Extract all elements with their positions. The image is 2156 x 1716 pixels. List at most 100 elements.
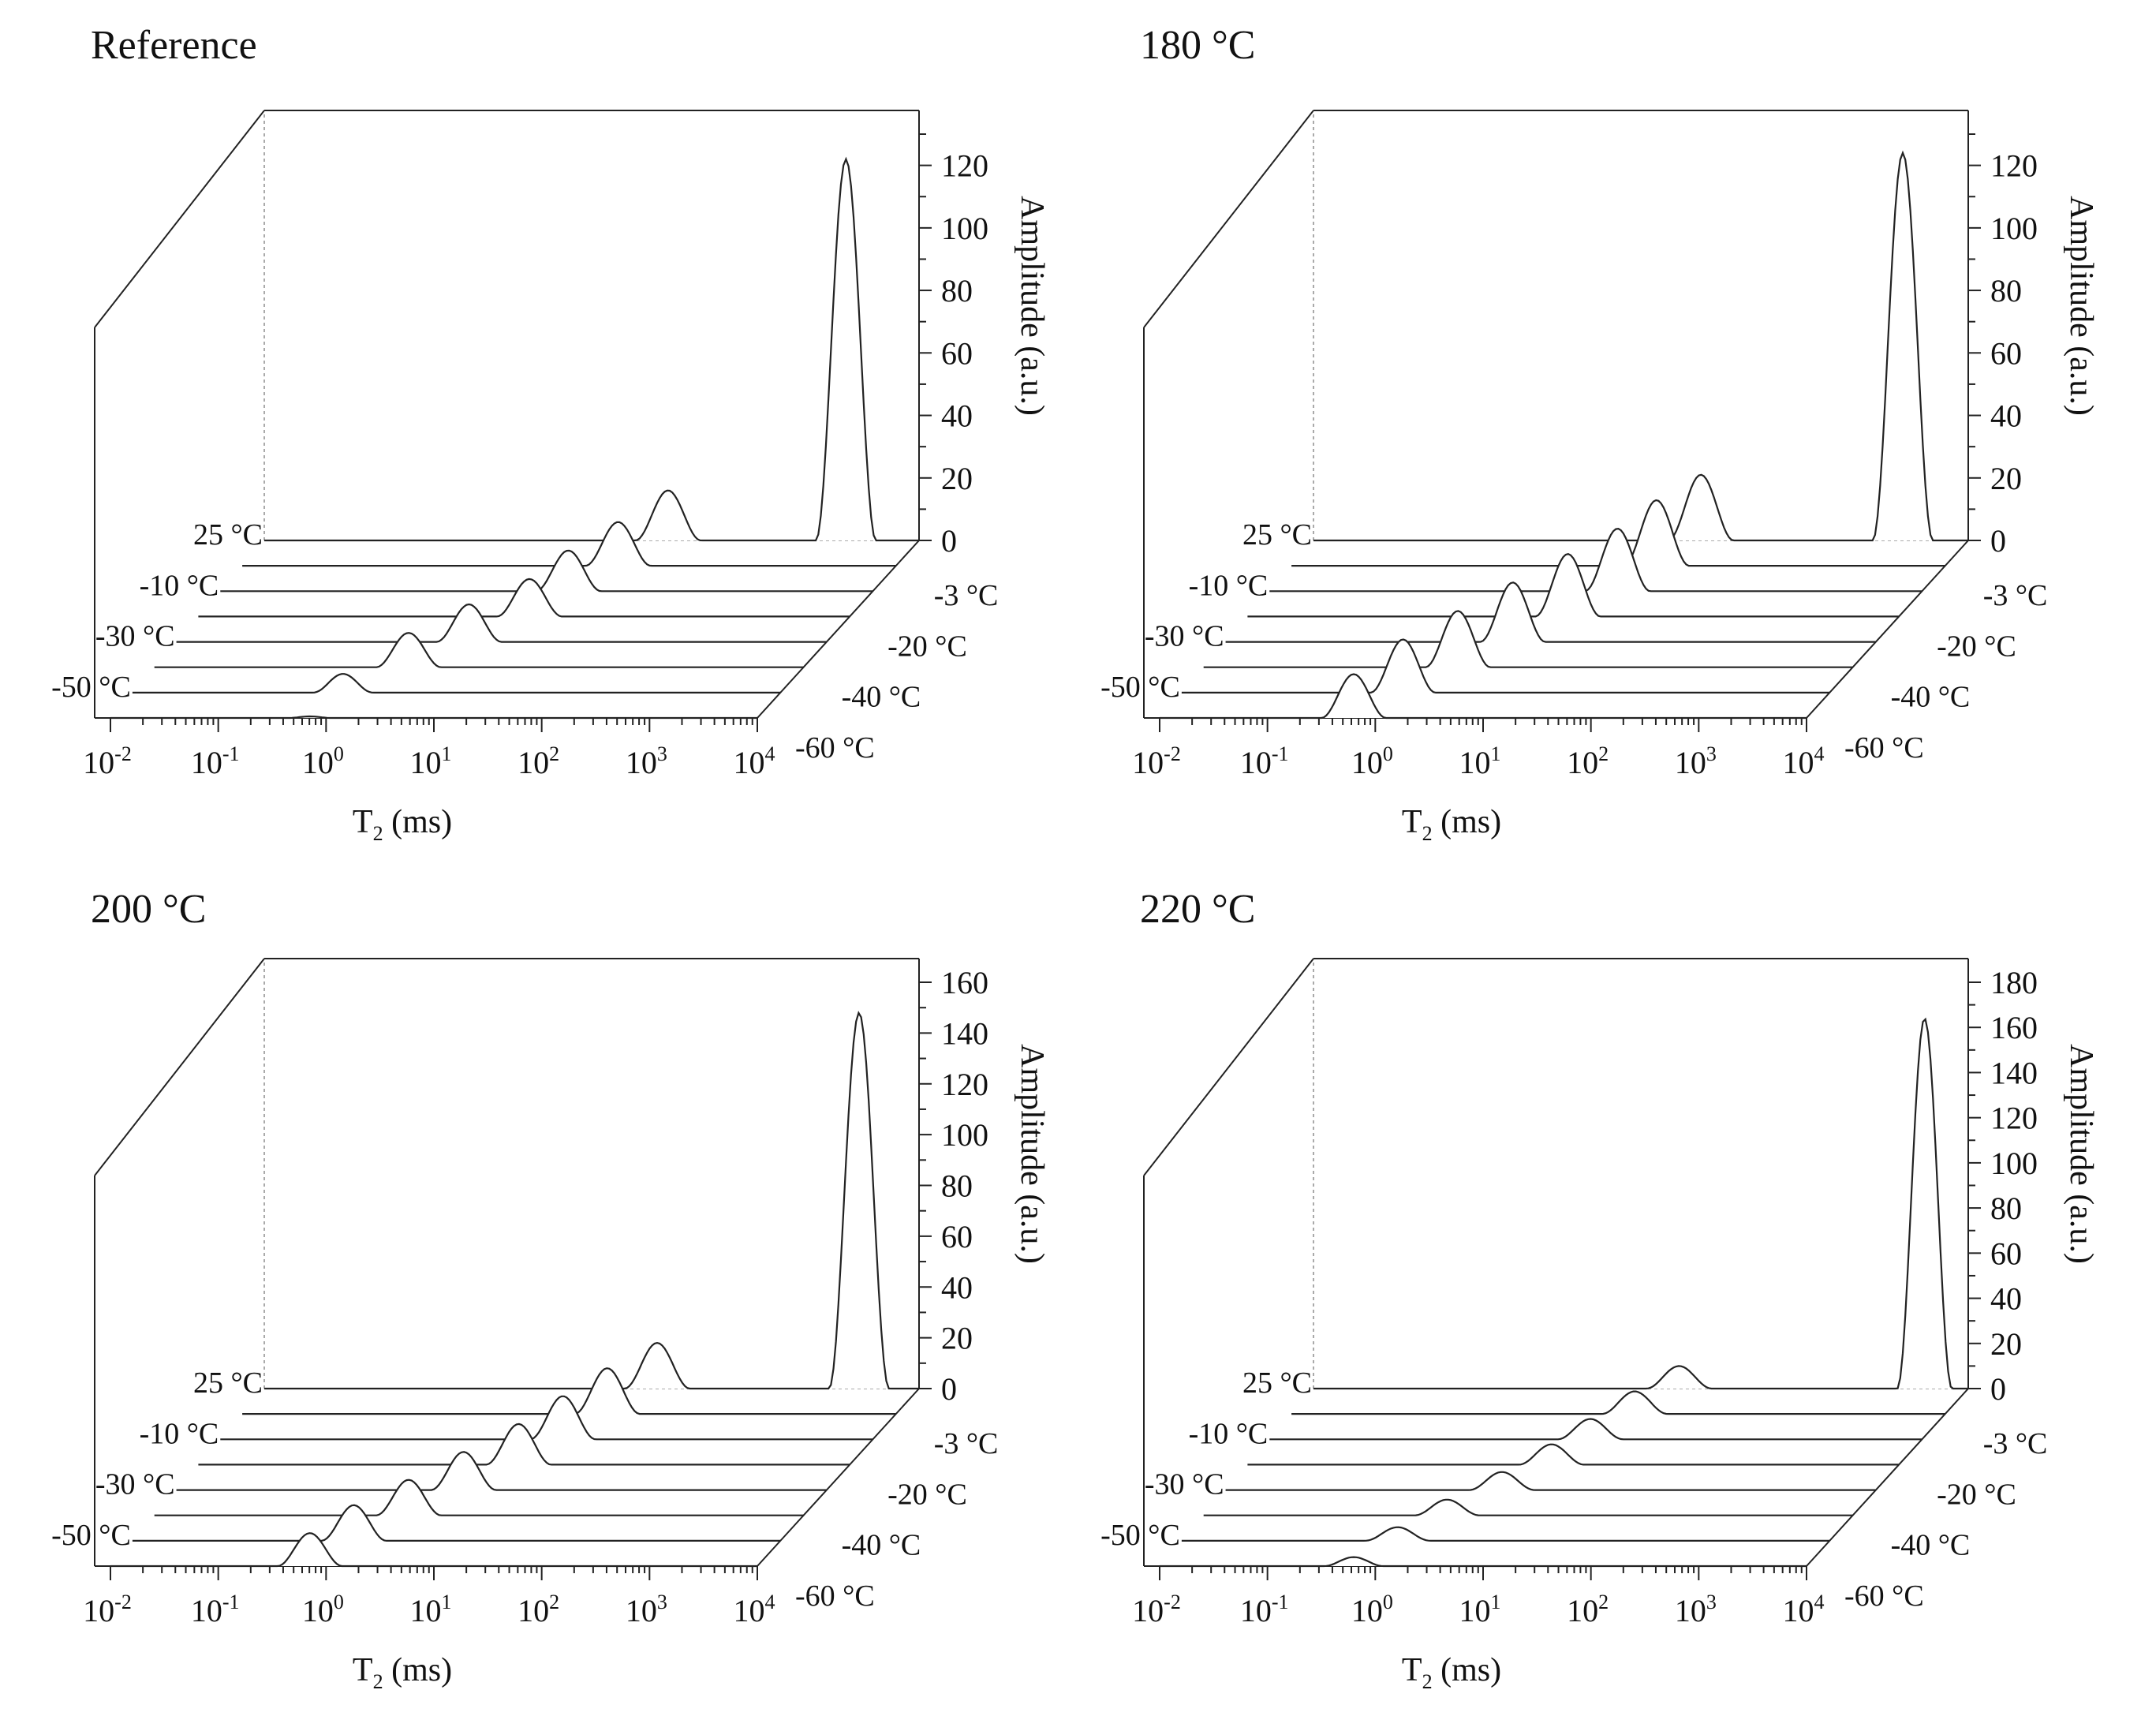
series-fill--30 °C [1225,1471,1876,1490]
right-temp-label: -40 °C [1891,1529,1971,1562]
series-line--10 °C [220,549,873,593]
series-fill--10 °C [220,550,873,592]
left-temp-label: -50 °C [51,1519,131,1552]
series-curves [110,156,919,720]
x-tick-label: 10-1 [1240,742,1289,780]
series-line--20 °C [198,1423,850,1466]
amplitude-tick-label: 20 [1990,461,2022,496]
temperature-labels: 25 °C -10 °C -30 °C -50 °C -3 °C -20 °C -40 °C… [1100,518,2047,765]
right-temp-label: -40 °C [842,681,921,714]
x-axis: 10-2 10-1 100 101 102 103 104 T2 (ms) [1132,1566,1825,1693]
x-tick-label: 103 [626,1591,667,1628]
plot-frame [94,958,920,1567]
series-line--50 °C [132,673,781,694]
panel-title: 180 °C [1140,23,1256,68]
amplitude-tick-label: 40 [1990,398,2022,434]
x-tick-label: 104 [734,1591,775,1628]
series-line-25 °C [264,1011,919,1390]
series-line--30 °C [176,1451,827,1491]
x-axis: 10-2 10-1 100 101 102 103 104 T2 (ms) [1132,718,1825,845]
amplitude-tick-label: 0 [941,1371,957,1407]
right-temp-label: -20 °C [1937,630,2016,663]
left-temp-label: -50 °C [1100,1519,1180,1552]
series-line--60 °C [110,1532,757,1568]
top-left-edge [1143,110,1314,328]
right-temp-label: -60 °C [795,731,875,765]
series-line--20 °C [1247,553,1900,618]
amplitude-tick-label: 80 [941,273,973,308]
temperature-labels: 25 °C -10 °C -30 °C -50 °C -3 °C -20 °C -40 °C… [51,518,998,765]
amplitude-tick-label: 120 [941,1067,988,1102]
series-line-25 °C [264,156,919,542]
amplitude-axis-title: Amplitude (a.u.) [2063,196,2099,416]
amplitude-tick-label: 80 [1990,1191,2022,1226]
x-tick-label: 104 [1783,1591,1825,1628]
series-fill--60 °C [110,1533,757,1566]
temperature-labels: 25 °C -10 °C -30 °C -50 °C -3 °C -20 °C -40 °C… [51,1366,998,1613]
x-tick-label: 10-2 [83,1591,132,1628]
amplitude-tick-label: 100 [1990,211,2038,246]
right-floor-edge [1806,1388,1969,1567]
amplitude-tick-label: 0 [1990,523,2006,559]
right-temp-label: -20 °C [1937,1478,2016,1511]
amplitude-tick-label: 60 [941,1219,973,1254]
series-line--30 °C [1225,1471,1876,1491]
series-fill-25 °C [264,1012,919,1389]
x-tick-label: 100 [302,1591,344,1628]
x-tick-label: 10-1 [191,742,240,780]
right-temp-label: -20 °C [887,630,967,663]
chart-220: 0 20 40 60 80 100 120 140 160 180 Amplitude (a.u.)… [1100,958,2099,1693]
left-temp-label: -10 °C [1189,569,1269,602]
x-tick-label: 10-2 [83,742,132,780]
right-temp-label: -3 °C [1983,1427,2048,1460]
plot-frame [1143,958,1969,1567]
amplitude-axis-title: Amplitude (a.u.) [1014,1044,1050,1264]
amplitude-tick-label: 120 [1990,1101,2038,1136]
left-temp-label: -30 °C [95,1468,175,1501]
x-axis-title: T2 (ms) [353,804,452,845]
left-temp-label: -10 °C [1189,1417,1269,1450]
panel-title: 200 °C [91,887,207,932]
right-temp-label: -60 °C [795,1580,875,1613]
x-axis-title: T2 (ms) [353,1652,452,1693]
amplitude-tick-label: 0 [1990,1371,2006,1407]
right-temp-label: -60 °C [1844,731,1924,765]
series-line-25 °C [1313,1017,1968,1390]
x-axis-title: T2 (ms) [1402,1652,1501,1693]
amplitude-tick-label: 60 [1990,335,2022,371]
right-temp-label: -3 °C [934,1427,999,1460]
amplitude-axis-title: Amplitude (a.u.) [2063,1044,2099,1264]
series-fill--50 °C [132,674,781,693]
x-tick-label: 10-2 [1132,742,1181,780]
right-floor-edge [1806,540,1969,719]
amplitude-tick-label: 100 [1990,1146,2038,1181]
series-fill--60 °C [1160,1557,1807,1566]
x-tick-label: 104 [1783,742,1825,780]
series-line--40 °C [1203,610,1853,668]
amplitude-tick-label: 40 [1990,1281,2022,1317]
top-left-edge [1143,958,1314,1176]
top-left-edge [94,110,265,328]
amplitude-tick-label: 140 [1990,1055,2038,1090]
series-line--60 °C [110,715,757,720]
amplitude-axis: 0 20 40 60 80 100 120 140 160 Amplitude (a.u.) [918,959,1050,1407]
amplitude-axis: 0 20 40 60 80 100 120 Amplitude (a.u.) [918,110,1050,559]
series-line--50 °C [1181,1526,1830,1542]
series-line--20 °C [1247,1443,1900,1466]
x-tick-label: 101 [1459,1591,1501,1628]
plot-frame [1143,110,1969,719]
series-curves [1160,1017,1968,1568]
series-fill--10 °C [1269,1419,1922,1440]
amplitude-tick-label: 120 [1990,148,2038,184]
chart-200: 0 20 40 60 80 100 120 140 160 Amplitude (a.u.) 10-… [51,958,1050,1693]
x-axis-title: T2 (ms) [1402,804,1501,845]
series-line--40 °C [1203,1498,1853,1516]
x-tick-label: 100 [302,742,344,780]
x-tick-label: 102 [1567,1591,1609,1628]
amplitude-axis: 0 20 40 60 80 100 120 140 160 180 Amplitude (a.u.) [1967,959,2099,1407]
amplitude-axis-title: Amplitude (a.u.) [1014,196,1050,416]
series-fill-25 °C [1313,1019,1968,1389]
panel-title: 220 °C [1140,887,1256,932]
amplitude-tick-label: 140 [941,1015,988,1051]
